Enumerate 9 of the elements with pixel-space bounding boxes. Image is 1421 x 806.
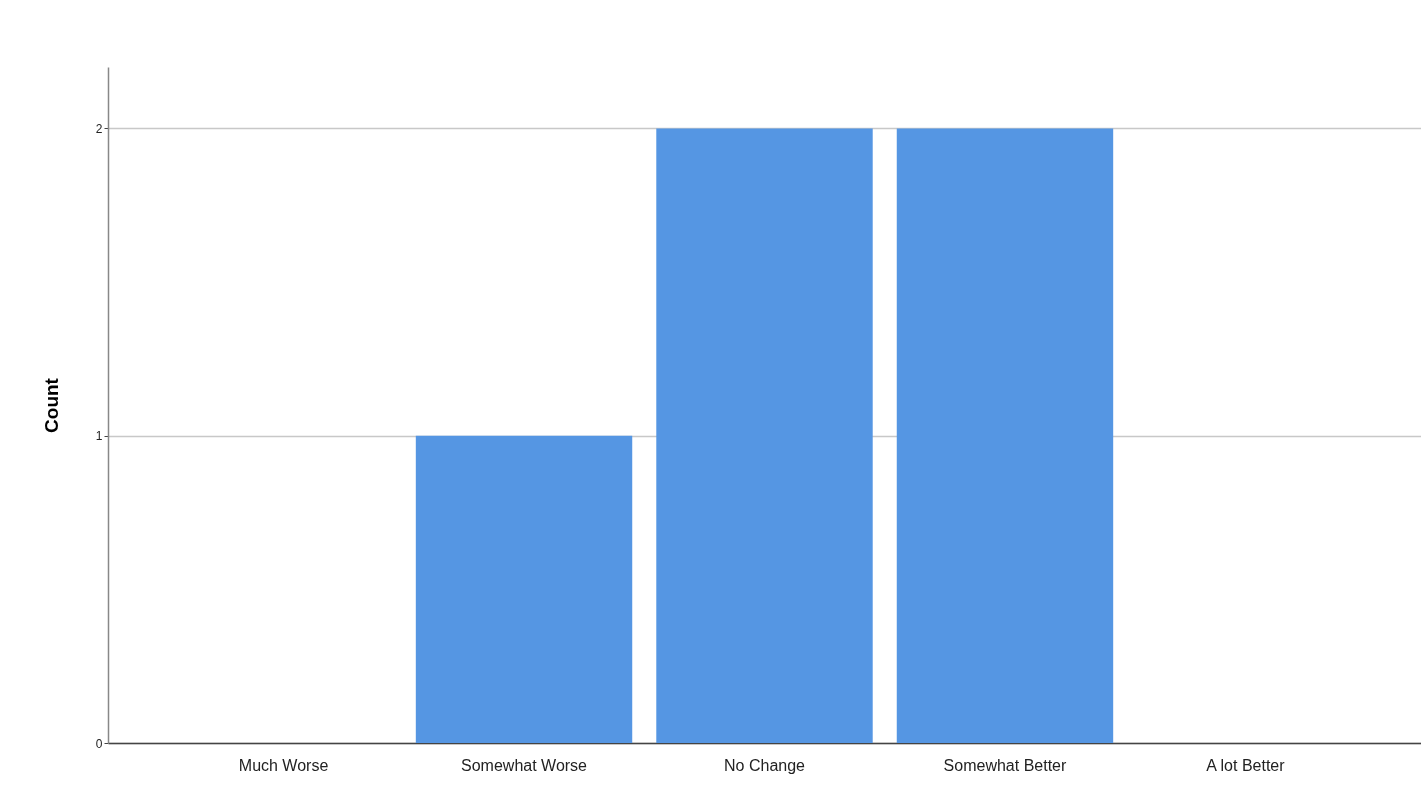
x-tick-label: A lot Better [1206, 756, 1286, 774]
x-tick-label: Much Worse [238, 756, 329, 774]
y-axis-title: Count [40, 377, 62, 433]
y-tick-label: 2 [95, 121, 103, 136]
y-tick-label: 0 [95, 736, 103, 751]
x-tick-label: Somewhat Better [943, 756, 1068, 774]
x-tick-label: Somewhat Worse [461, 756, 588, 774]
x-tick-label: No Change [724, 756, 806, 774]
y-tick-label: 1 [95, 429, 103, 444]
